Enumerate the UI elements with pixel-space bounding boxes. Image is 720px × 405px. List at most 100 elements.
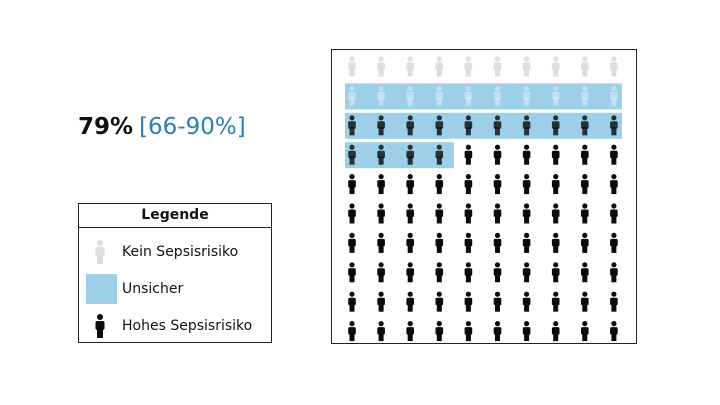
person-icon [522, 56, 531, 77]
person-icon [464, 203, 473, 224]
person-icon [522, 232, 531, 253]
person-icon [551, 144, 560, 165]
person-icon [464, 174, 473, 195]
person-icon [435, 85, 444, 106]
person-icon [406, 174, 414, 195]
person-icon [493, 56, 502, 77]
person-icon [435, 174, 444, 195]
person-icon [464, 85, 473, 106]
person-icon [493, 174, 502, 195]
person-icon [493, 203, 502, 224]
person-icon [406, 144, 414, 165]
person-icon [551, 174, 560, 195]
person-icon [435, 291, 444, 312]
person-icon [522, 262, 531, 283]
person-icon [493, 144, 502, 165]
person-icon [377, 56, 385, 77]
person-icon [377, 115, 385, 136]
person-icon [522, 321, 531, 342]
person-icon [581, 203, 589, 224]
person-icon [522, 85, 531, 106]
person-icon [581, 144, 589, 165]
person-icon [610, 291, 618, 312]
person-icon [464, 144, 473, 165]
person-icon [377, 262, 385, 283]
person-icon [377, 321, 385, 342]
person-icon [377, 232, 385, 253]
uncertain-band [345, 83, 622, 110]
percent-value: 79% [78, 114, 134, 140]
confidence-interval: [66-90%] [139, 114, 246, 140]
person-icon [610, 203, 618, 224]
person-icon [493, 85, 502, 106]
person-icon [464, 232, 473, 253]
person-icon [522, 174, 531, 195]
person-icon [493, 291, 502, 312]
person-icon [581, 56, 589, 77]
person-icon [610, 56, 618, 77]
person-icon [493, 115, 502, 136]
legend-item-high-risk: Hohes Sepsisrisiko [79, 311, 271, 341]
person-icon [348, 56, 356, 77]
person-icon [581, 262, 589, 283]
person-icon [522, 115, 531, 136]
person-icon [551, 56, 560, 77]
legend-item-no-risk: Kein Sepsisrisiko [79, 237, 271, 267]
person-icon [348, 115, 356, 136]
person-icon [406, 291, 414, 312]
person-icon [464, 321, 473, 342]
person-icon [464, 56, 473, 77]
headline: 79% [66-90%] [78, 112, 246, 142]
person-icon [581, 115, 589, 136]
person-icon-dark [85, 311, 115, 341]
person-icon [348, 232, 356, 253]
person-icon [610, 85, 618, 106]
person-icon [551, 321, 560, 342]
person-icon [493, 321, 502, 342]
person-icon [435, 56, 444, 77]
person-icon [551, 232, 560, 253]
person-icon [348, 203, 356, 224]
person-icon [348, 144, 356, 165]
person-icon [406, 232, 414, 253]
person-icon [435, 321, 444, 342]
person-icon [610, 262, 618, 283]
person-icon [581, 174, 589, 195]
person-icon [493, 262, 502, 283]
person-icon [406, 203, 414, 224]
uncertain-band [345, 112, 622, 139]
person-icon [348, 262, 356, 283]
person-icon [348, 85, 356, 106]
legend-box: Legende Kein Sepsisrisiko Unsicher Hohes… [78, 203, 272, 343]
person-icon [610, 144, 618, 165]
person-icon [551, 85, 560, 106]
person-icon [435, 232, 444, 253]
icon-array [331, 49, 637, 344]
person-icon [464, 262, 473, 283]
legend-title: Legende [79, 204, 271, 228]
person-icon [551, 115, 560, 136]
person-icon [581, 85, 589, 106]
person-icon [464, 115, 473, 136]
person-icon [464, 291, 473, 312]
uncertain-swatch [86, 274, 117, 304]
person-icon [610, 115, 618, 136]
legend-item-uncertain: Unsicher [79, 274, 271, 304]
person-icon-light [85, 237, 115, 267]
person-icon [551, 262, 560, 283]
person-icon [377, 174, 385, 195]
person-icon [522, 144, 531, 165]
person-icon [406, 85, 414, 106]
person-icon [406, 321, 414, 342]
person-icon [522, 291, 531, 312]
legend-label-uncertain: Unsicher [122, 281, 184, 297]
person-icon [435, 144, 444, 165]
person-icon [348, 321, 356, 342]
person-icon [610, 321, 618, 342]
person-icon [406, 262, 414, 283]
person-icon [581, 321, 589, 342]
person-icon [377, 85, 385, 106]
person-icon [377, 144, 385, 165]
person-icon [435, 262, 444, 283]
person-icon [435, 203, 444, 224]
